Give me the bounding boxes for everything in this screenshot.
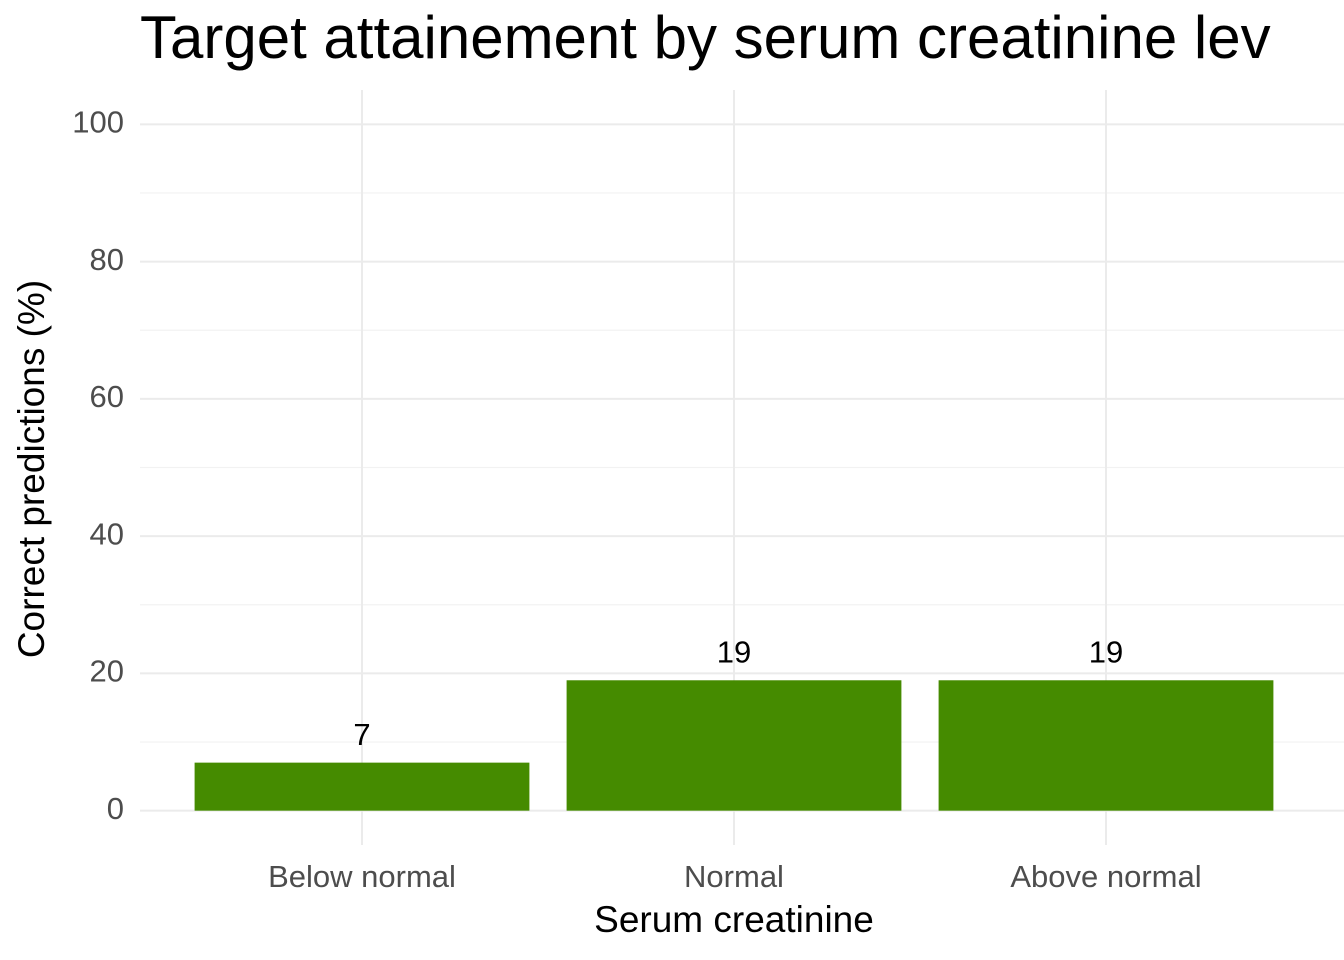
bar bbox=[938, 680, 1274, 811]
y-tick-label: 0 bbox=[107, 791, 124, 826]
x-tick-label: Above normal bbox=[1010, 859, 1201, 894]
x-tick-label: Below normal bbox=[268, 859, 456, 894]
chart-title: Target attainement by serum creatinine l… bbox=[140, 4, 1271, 71]
y-tick-label: 20 bbox=[90, 654, 124, 689]
value-label: 19 bbox=[1089, 634, 1123, 669]
bar bbox=[194, 762, 530, 811]
value-label: 19 bbox=[717, 634, 751, 669]
y-tick-label: 100 bbox=[72, 105, 124, 140]
value-label: 7 bbox=[353, 717, 370, 752]
y-tick-label: 40 bbox=[90, 516, 124, 551]
bar bbox=[566, 680, 902, 811]
y-tick-label: 60 bbox=[90, 379, 124, 414]
y-tick-label: 80 bbox=[90, 242, 124, 277]
x-axis-title: Serum creatinine bbox=[594, 899, 874, 940]
y-axis-title: Correct predictions (%) bbox=[11, 280, 52, 658]
x-tick-label: Normal bbox=[684, 859, 784, 894]
